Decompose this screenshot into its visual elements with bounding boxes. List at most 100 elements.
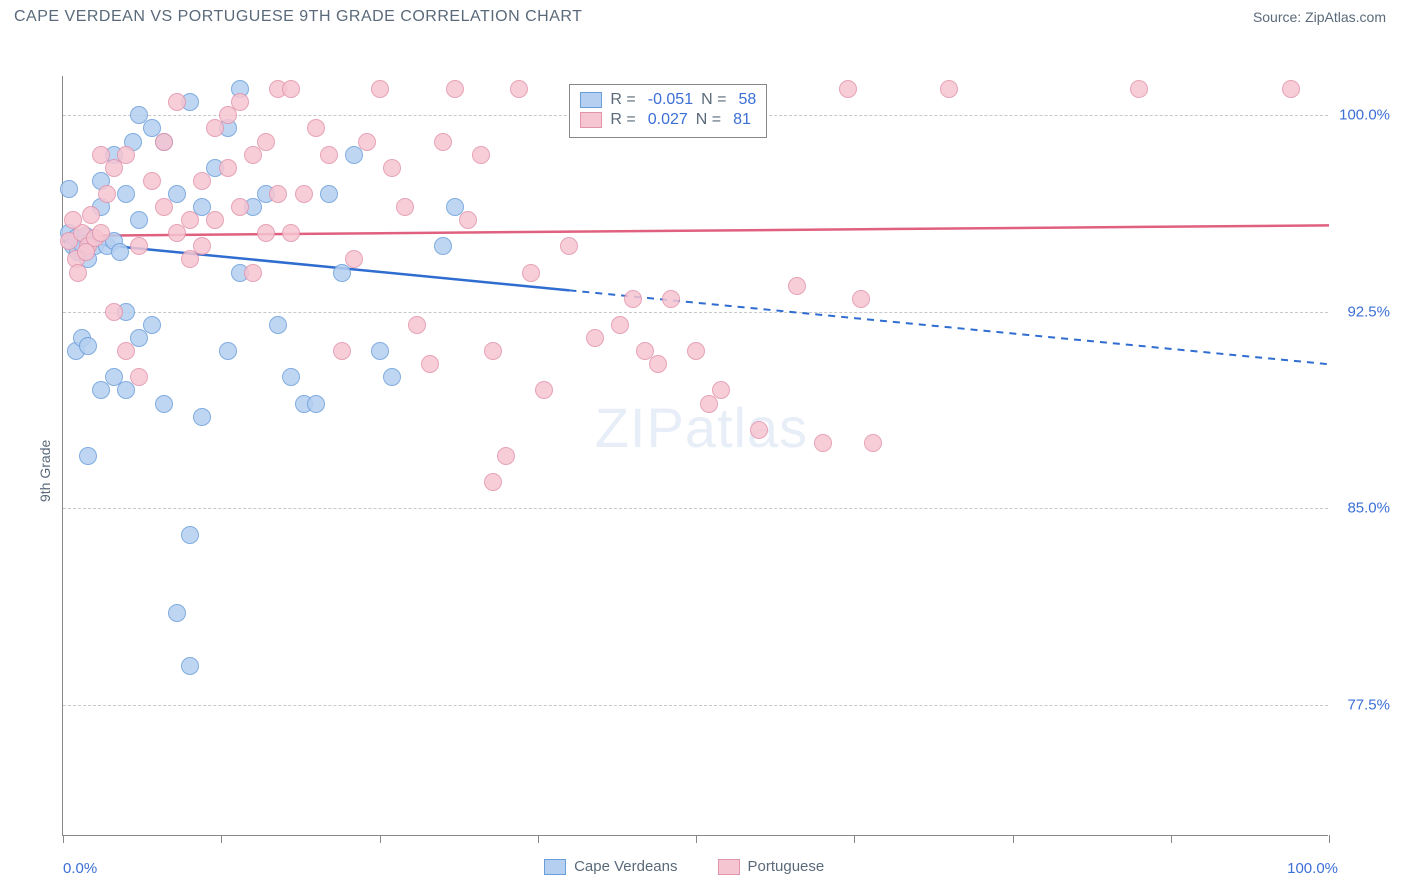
- data-point: [92, 224, 110, 242]
- data-point: [320, 146, 338, 164]
- data-point: [371, 342, 389, 360]
- data-point: [193, 408, 211, 426]
- r-label: R =: [610, 91, 635, 109]
- data-point: [282, 80, 300, 98]
- data-point: [484, 342, 502, 360]
- data-point: [117, 185, 135, 203]
- data-point: [446, 80, 464, 98]
- data-point: [257, 224, 275, 242]
- data-point: [244, 146, 262, 164]
- data-point: [79, 337, 97, 355]
- x-tick: [1329, 835, 1330, 843]
- n-value: 81: [733, 111, 751, 129]
- data-point: [864, 434, 882, 452]
- data-point: [155, 395, 173, 413]
- data-point: [82, 206, 100, 224]
- data-point: [396, 198, 414, 216]
- data-point: [60, 180, 78, 198]
- data-point: [307, 395, 325, 413]
- y-tick-label: 85.0%: [1347, 500, 1390, 517]
- data-point: [434, 237, 452, 255]
- data-point: [940, 80, 958, 98]
- stats-legend: R =-0.051 N =58R =0.027 N =81: [569, 84, 767, 138]
- data-point: [64, 211, 82, 229]
- r-label: R =: [610, 111, 635, 129]
- gridline: [63, 312, 1328, 313]
- data-point: [1130, 80, 1148, 98]
- trend-overlay: [63, 76, 1329, 836]
- data-point: [155, 133, 173, 151]
- x-tick: [221, 835, 222, 843]
- chart-title: CAPE VERDEAN VS PORTUGUESE 9TH GRADE COR…: [14, 8, 582, 26]
- data-point: [484, 473, 502, 491]
- data-point: [421, 355, 439, 373]
- data-point: [345, 250, 363, 268]
- data-point: [814, 434, 832, 452]
- series-swatch: [580, 112, 602, 128]
- legend-item: Portuguese: [718, 858, 825, 875]
- data-point: [282, 368, 300, 386]
- data-point: [624, 290, 642, 308]
- data-point: [143, 172, 161, 190]
- data-point: [535, 381, 553, 399]
- chart-header: CAPE VERDEAN VS PORTUGUESE 9TH GRADE COR…: [0, 0, 1406, 32]
- data-point: [358, 133, 376, 151]
- data-point: [98, 185, 116, 203]
- data-point: [79, 447, 97, 465]
- n-label: N =: [696, 111, 721, 129]
- data-point: [219, 342, 237, 360]
- data-point: [560, 237, 578, 255]
- data-point: [181, 657, 199, 675]
- data-point: [320, 185, 338, 203]
- data-point: [269, 185, 287, 203]
- r-value: 0.027: [648, 111, 688, 129]
- data-point: [750, 421, 768, 439]
- x-tick: [1013, 835, 1014, 843]
- x-tick: [63, 835, 64, 843]
- data-point: [130, 237, 148, 255]
- data-point: [181, 526, 199, 544]
- data-point: [168, 224, 186, 242]
- data-point: [839, 80, 857, 98]
- data-point: [105, 303, 123, 321]
- n-label: N =: [701, 91, 726, 109]
- x-tick: [538, 835, 539, 843]
- data-point: [662, 290, 680, 308]
- data-point: [459, 211, 477, 229]
- data-point: [130, 211, 148, 229]
- data-point: [788, 277, 806, 295]
- data-point: [307, 119, 325, 137]
- data-point: [649, 355, 667, 373]
- x-tick: [1171, 835, 1172, 843]
- gridline: [63, 705, 1328, 706]
- data-point: [1282, 80, 1300, 98]
- data-point: [383, 159, 401, 177]
- data-point: [371, 80, 389, 98]
- data-point: [193, 172, 211, 190]
- data-point: [92, 146, 110, 164]
- data-point: [168, 604, 186, 622]
- x-min-label: 0.0%: [63, 860, 97, 877]
- n-value: 58: [738, 91, 756, 109]
- y-tick-label: 92.5%: [1347, 303, 1390, 320]
- y-tick-label: 100.0%: [1339, 107, 1390, 124]
- bottom-legend: Cape VerdeansPortuguese: [544, 858, 824, 875]
- y-axis-label: 9th Grade: [37, 439, 53, 501]
- plot-area: 77.5%85.0%92.5%100.0%9th Grade0.0%100.0%…: [62, 76, 1328, 836]
- x-tick: [696, 835, 697, 843]
- series-swatch: [580, 92, 602, 108]
- data-point: [586, 329, 604, 347]
- data-point: [231, 93, 249, 111]
- data-point: [282, 224, 300, 242]
- data-point: [408, 316, 426, 334]
- data-point: [193, 237, 211, 255]
- data-point: [244, 264, 262, 282]
- series-swatch: [718, 859, 740, 875]
- data-point: [510, 80, 528, 98]
- data-point: [522, 264, 540, 282]
- data-point: [143, 316, 161, 334]
- data-point: [383, 368, 401, 386]
- data-point: [77, 243, 95, 261]
- data-point: [333, 342, 351, 360]
- data-point: [611, 316, 629, 334]
